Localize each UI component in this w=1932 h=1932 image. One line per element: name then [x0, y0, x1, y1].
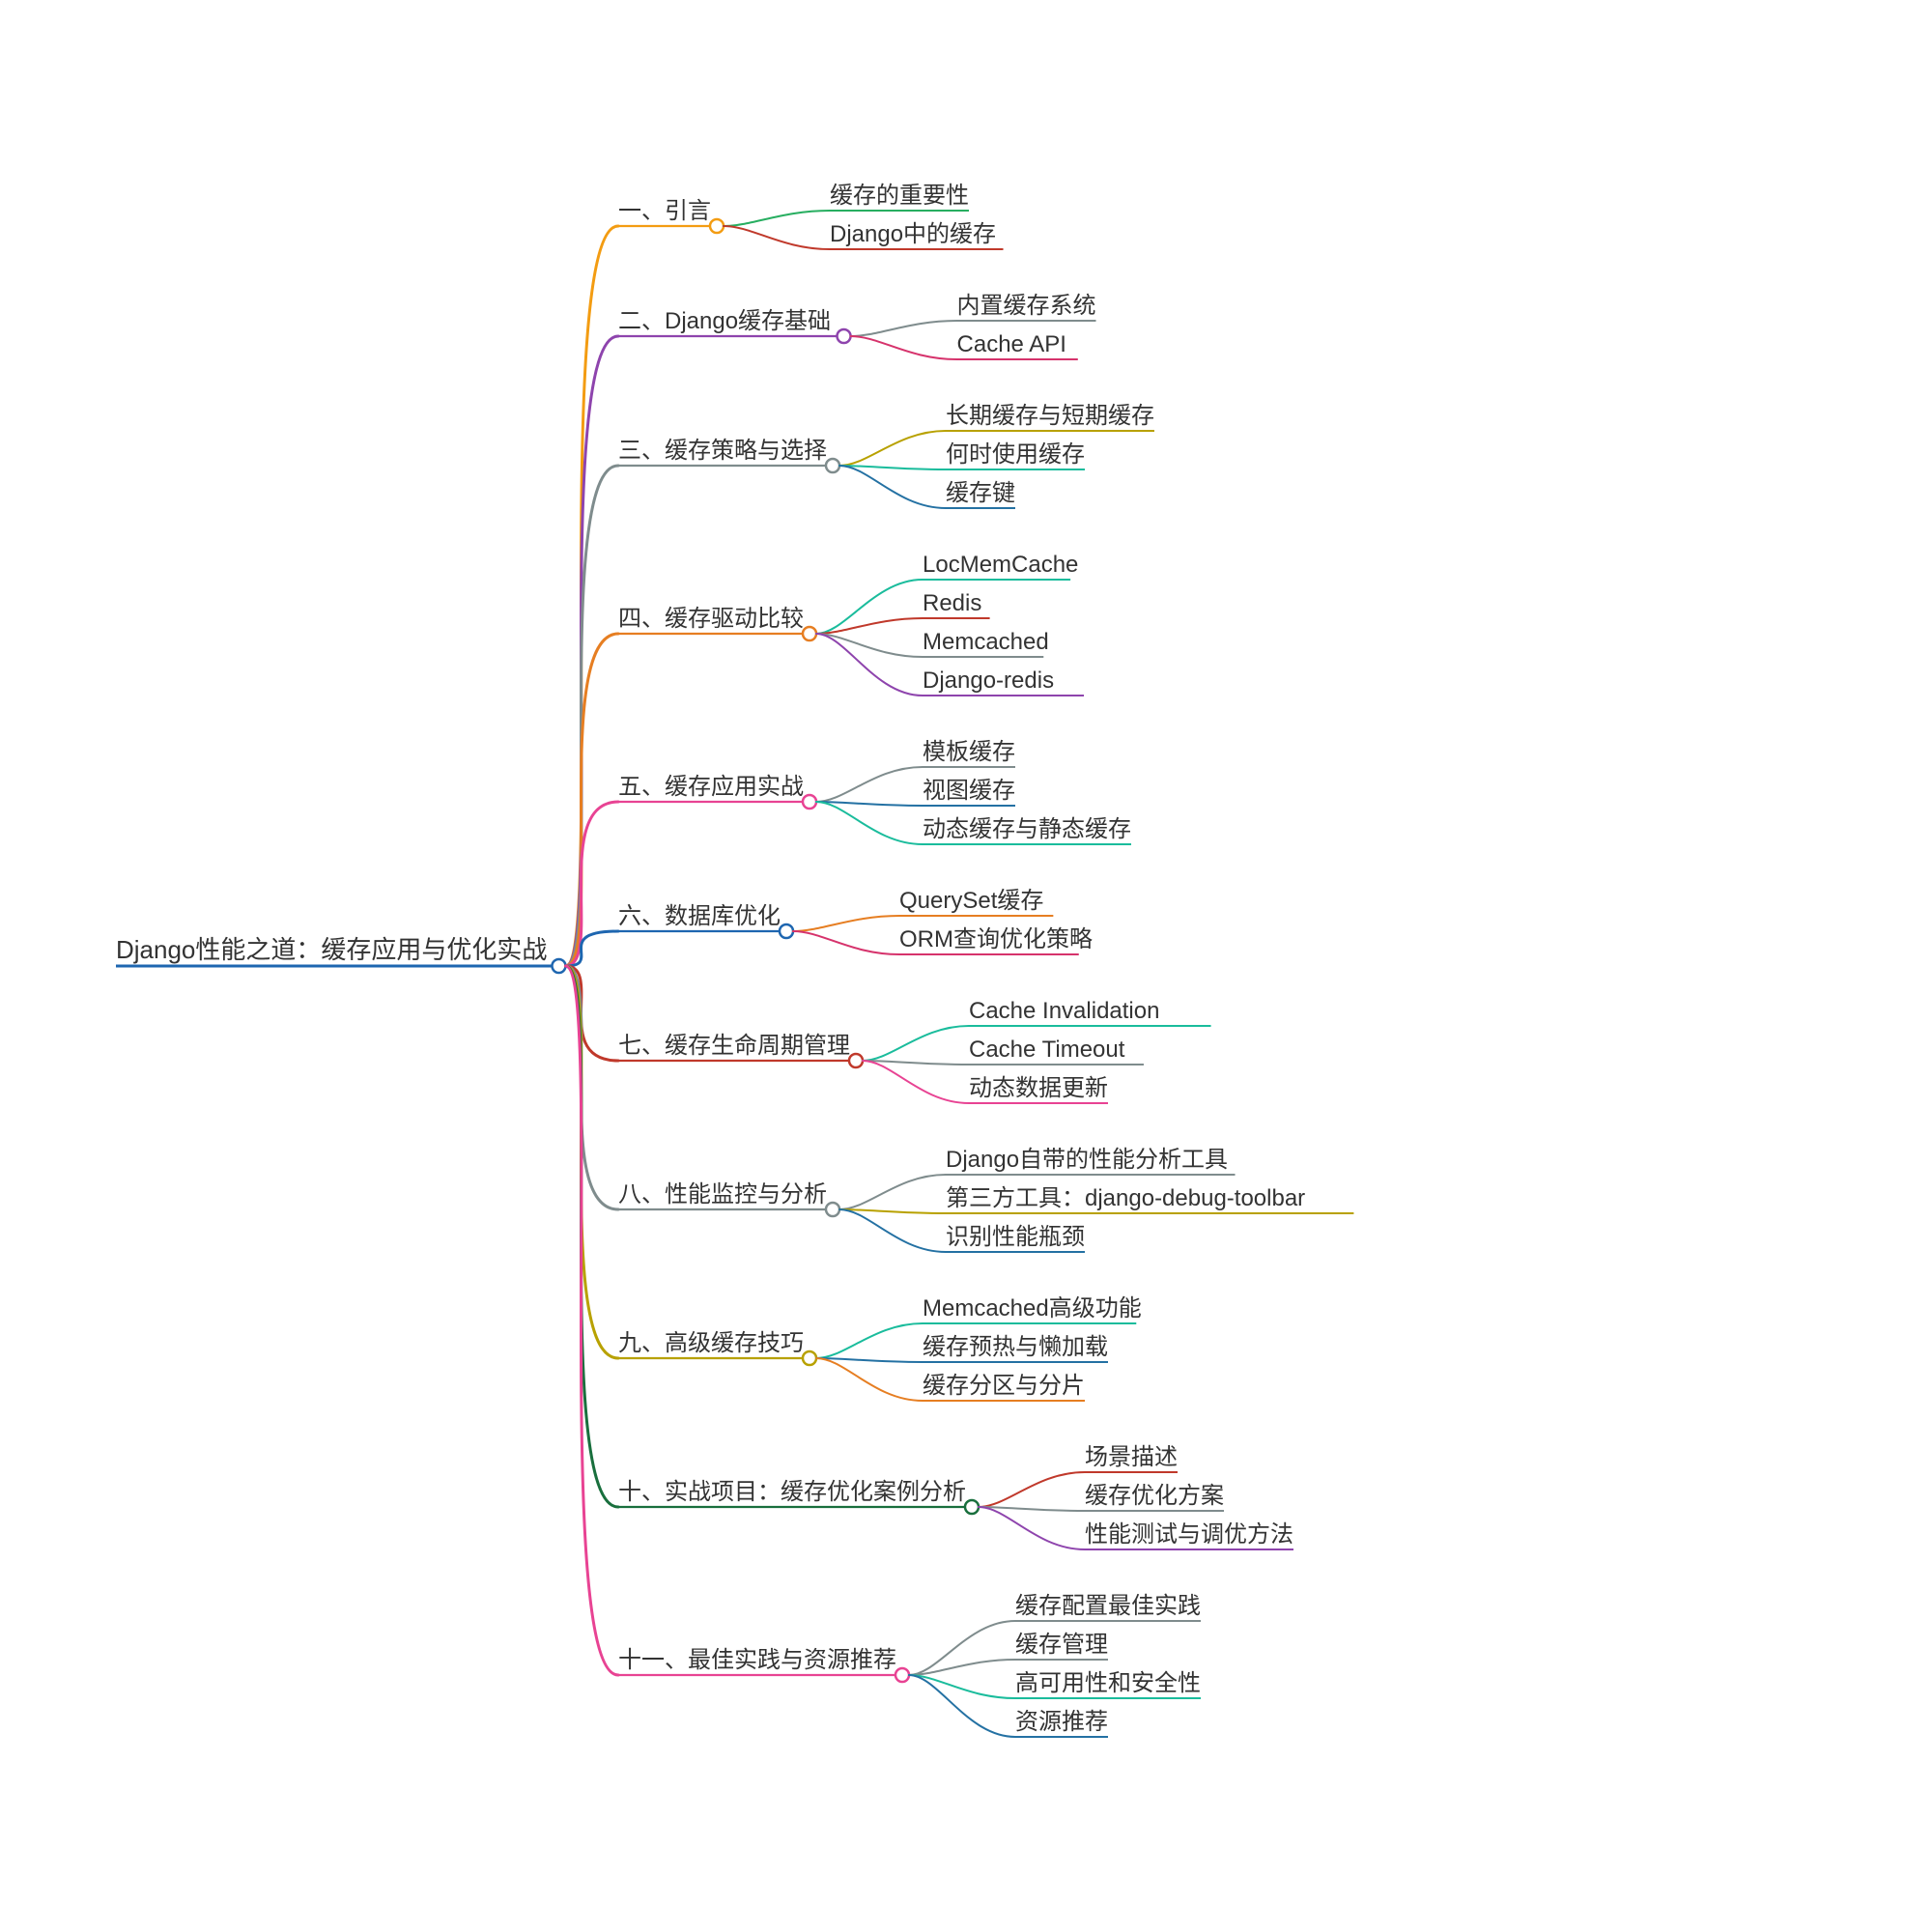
branch-node-circle [849, 1054, 863, 1067]
leaf-label: 缓存优化方案 [1085, 1483, 1224, 1509]
leaf-label: ORM查询优化策略 [899, 926, 1093, 952]
leaf-label: 长期缓存与短期缓存 [946, 403, 1154, 429]
leaf-connector [793, 931, 899, 954]
branch-connector [565, 966, 618, 1209]
leaf-connector [816, 618, 923, 634]
leaf-label: 识别性能瓶颈 [946, 1224, 1085, 1250]
leaf-connector [909, 1675, 1015, 1698]
leaf-connector [724, 226, 830, 249]
leaf-connector [816, 1323, 923, 1358]
branch-connector [565, 966, 618, 1358]
leaf-connector [909, 1621, 1015, 1675]
branch-connector [565, 966, 618, 1507]
leaf-label: 缓存分区与分片 [923, 1373, 1085, 1399]
branch-node-circle [838, 329, 851, 343]
mindmap-canvas: Django性能之道：缓存应用与优化实战 一、引言 缓存的重要性 Django中的缓存… [0, 0, 1932, 1932]
leaf-label: 缓存配置最佳实践 [1015, 1593, 1201, 1619]
leaf-connector [979, 1507, 1085, 1549]
leaf-connector [839, 1209, 946, 1252]
root-node-circle [552, 959, 565, 973]
leaf-connector [851, 321, 957, 336]
leaf-label: 动态数据更新 [969, 1075, 1108, 1101]
leaf-connector [909, 1660, 1015, 1675]
branch-connector [565, 336, 618, 966]
leaf-label: 性能测试与调优方法 [1085, 1521, 1293, 1548]
leaf-label: 模板缓存 [923, 739, 1015, 765]
branch-node-circle [780, 924, 793, 938]
branch-node-circle [803, 1351, 816, 1365]
leaf-label: 缓存预热与懒加载 [923, 1334, 1108, 1360]
leaf-connector [839, 1175, 946, 1209]
branch-node-circle [710, 219, 724, 233]
branch-node-circle [803, 627, 816, 640]
branch-connector [565, 226, 618, 966]
leaf-label: 视图缓存 [923, 778, 1015, 804]
leaf-label: Cache API [957, 331, 1066, 357]
leaf-connector [816, 634, 923, 696]
leaf-label: QuerySet缓存 [899, 888, 1043, 914]
branch-label: 四、缓存驱动比较 [618, 606, 804, 632]
leaf-connector [816, 802, 923, 844]
branch-node-circle [826, 1203, 839, 1216]
leaf-label: Cache Timeout [969, 1037, 1125, 1063]
leaf-label: 第三方工具：django-debug-toolbar [946, 1185, 1305, 1211]
branch-label: 七、缓存生命周期管理 [618, 1033, 850, 1059]
leaf-label: Memcached高级功能 [923, 1295, 1142, 1321]
branch-connector [565, 802, 618, 966]
leaf-label: 缓存的重要性 [830, 183, 969, 209]
leaf-connector [816, 580, 923, 634]
branch-connector [565, 466, 618, 966]
branch-label: 一、引言 [618, 198, 711, 224]
leaf-connector [851, 336, 957, 359]
leaf-label: 高可用性和安全性 [1015, 1670, 1201, 1696]
leaf-connector [793, 916, 899, 931]
branch-label: 六、数据库优化 [618, 903, 781, 929]
leaf-connector [724, 211, 830, 226]
leaf-label: 动态缓存与静态缓存 [923, 816, 1131, 842]
leaf-label: Django-redis [923, 668, 1054, 694]
leaf-connector [839, 431, 946, 466]
leaf-label: Django中的缓存 [830, 221, 996, 247]
branch-node-circle [965, 1500, 979, 1514]
leaf-connector [863, 1026, 969, 1061]
leaf-connector [863, 1061, 969, 1103]
leaf-label: 缓存管理 [1015, 1632, 1108, 1658]
branch-label: 三、缓存策略与选择 [618, 438, 827, 464]
leaf-label: Cache Invalidation [969, 998, 1159, 1024]
leaf-label: Django自带的性能分析工具 [946, 1147, 1228, 1173]
leaf-label: 资源推荐 [1015, 1709, 1108, 1735]
branch-label: 十、实战项目：缓存优化案例分析 [618, 1479, 966, 1505]
leaf-connector [816, 1358, 923, 1401]
leaf-label: Redis [923, 590, 981, 616]
leaf-label: 缓存键 [946, 480, 1015, 506]
root-node-label: Django性能之道：缓存应用与优化实战 [116, 935, 547, 964]
leaf-label: 内置缓存系统 [957, 293, 1096, 319]
leaf-connector [979, 1472, 1085, 1507]
branch-connector [565, 634, 618, 966]
leaf-label: LocMemCache [923, 552, 1078, 578]
branch-node-circle [803, 795, 816, 809]
branch-label: 五、缓存应用实战 [618, 774, 804, 800]
branch-node-circle [895, 1668, 909, 1682]
branch-label: 八、性能监控与分析 [618, 1181, 827, 1208]
leaf-connector [909, 1675, 1015, 1737]
leaf-label: Memcached [923, 629, 1049, 655]
leaf-label: 场景描述 [1085, 1444, 1178, 1470]
branch-label: 十一、最佳实践与资源推荐 [618, 1647, 896, 1673]
leaf-connector [839, 466, 946, 508]
leaf-connector [816, 767, 923, 802]
branch-node-circle [826, 459, 839, 472]
leaf-label: 何时使用缓存 [946, 441, 1085, 468]
branch-label: 二、Django缓存基础 [618, 308, 831, 334]
leaf-connector [816, 634, 923, 657]
branch-label: 九、高级缓存技巧 [618, 1330, 804, 1356]
